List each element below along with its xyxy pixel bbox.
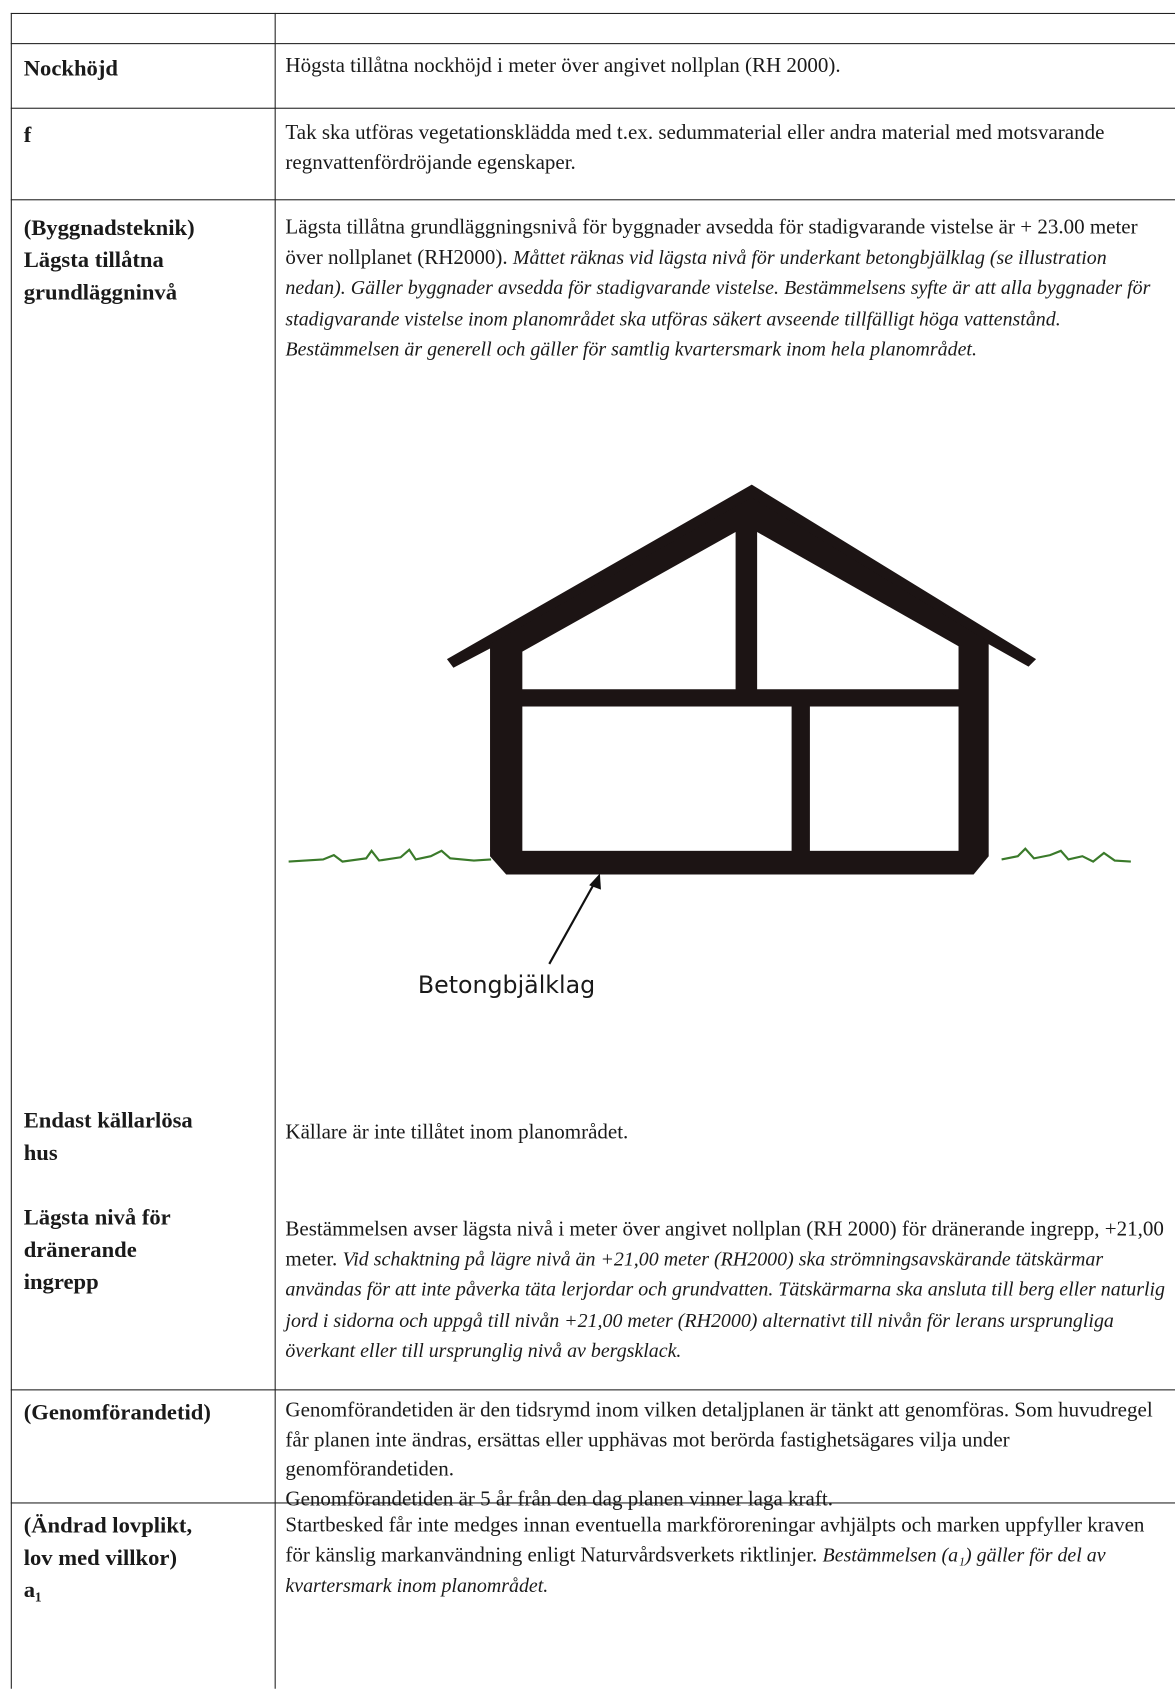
paragraph-text: Tak ska utföras vegetationsklädda med t.… (285, 121, 1105, 174)
row-divider (10, 1389, 1175, 1391)
paragraph-text: Genomförandetiden är den tidsrymd inom v… (285, 1399, 1153, 1481)
arrow-head (589, 873, 601, 890)
label-line: f (23, 121, 32, 148)
row-text: Startbesked får inte medges innan eventu… (285, 1511, 1170, 1602)
room (522, 706, 792, 851)
label-line: Nockhöjd (23, 54, 118, 81)
row-label: (Genomförandetid) (24, 1396, 272, 1428)
table-border (10, 12, 1175, 15)
label-line: (Genomförandetid) (23, 1399, 211, 1425)
italic-note: Bestämmelsen (a₁) gäller för del av kvar… (285, 1544, 1106, 1598)
label-line: (Byggnadsteknik) (23, 214, 195, 241)
grass (288, 848, 492, 863)
label-line: Endast källarlösa (23, 1107, 193, 1134)
table-border (10, 12, 12, 1689)
row-divider (10, 43, 1175, 45)
row-label: (Ändrad lovplikt, lov med villkor) a₁ (24, 1509, 272, 1606)
paragraph: Tak ska utföras vegetationsklädda med t.… (285, 118, 1170, 177)
paragraph: Lägsta tillåtna grundläggningsnivå för b… (285, 213, 1170, 365)
label-line: Lägsta tillåtna (23, 246, 164, 273)
row-label: f (24, 118, 272, 150)
row-text: Källare är inte tillåtet inom planområde… (285, 1118, 1170, 1148)
paragraph: Startbesked får inte medges innan eventu… (285, 1511, 1170, 1602)
row-text: Högsta tillåtna nockhöjd i meter över an… (285, 52, 1170, 82)
label-line: (Ändrad lovplikt, (23, 1512, 193, 1538)
room (757, 532, 959, 690)
row-divider (10, 199, 1175, 201)
label-line: grundläggninvå (23, 278, 178, 305)
row-divider (10, 1502, 1175, 1504)
paragraph-text: Startbesked får inte medges innan eventu… (285, 1514, 1145, 1567)
column-divider (274, 12, 276, 1689)
row-text: Tak ska utföras vegetationsklädda med t.… (285, 118, 1170, 177)
paragraph-text: Högsta tillåtna nockhöjd i meter över an… (285, 54, 841, 78)
label-line: hus (23, 1139, 58, 1166)
row-divider (10, 107, 1175, 109)
row-label: Nockhöjd (24, 52, 272, 84)
row-text: Bestämmelsen avser lägsta nivå i meter ö… (285, 1215, 1170, 1367)
row-label: Endast källarlösa hus (24, 1104, 272, 1169)
label-line: lov med villkor) (23, 1544, 177, 1571)
figure-label: Betongbjälklag (417, 972, 596, 1000)
paragraph-text: Genomförandetiden är 5 år från den dag p… (285, 1487, 833, 1511)
row-text: Genomförandetiden är den tidsrymd inom v… (285, 1396, 1170, 1514)
grass (1001, 847, 1131, 863)
paragraph-text: Lägsta tillåtna grundläggningsnivå för b… (285, 216, 1138, 269)
row-label: (Byggnadsteknik) Lägsta tillåtna grundlägg… (24, 211, 272, 308)
label-line: Lägsta nivå för (23, 1204, 171, 1230)
label-line: ingrepp (23, 1268, 99, 1295)
room (809, 706, 959, 851)
row-label: Lägsta nivå för dränerande ingrepp (24, 1201, 272, 1298)
label-line: dränerande (23, 1236, 137, 1263)
row-text: Lägsta tillåtna grundläggningsnivå för b… (285, 213, 1170, 365)
italic-note: Måttet räknas vid lägsta nivå för underk… (285, 247, 1151, 361)
paragraph-text: Källare är inte tillåtet inom planområde… (285, 1121, 629, 1144)
paragraph: Genomförandetiden är 5 år från den dag p… (285, 1485, 1170, 1515)
paragraph: Bestämmelsen avser lägsta nivå i meter ö… (285, 1215, 1170, 1367)
label-line: a₁ (23, 1576, 42, 1603)
paragraph-text: Bestämmelsen avser lägsta nivå i meter ö… (285, 1218, 1164, 1271)
arrow (548, 880, 597, 965)
paragraph: Källare är inte tillåtet inom planområde… (285, 1118, 1170, 1148)
room (522, 532, 736, 690)
paragraph: Genomförandetiden är den tidsrymd inom v… (285, 1396, 1170, 1485)
italic-note: Vid schaktning på lägre nivå än +21,00 m… (285, 1248, 1165, 1363)
paragraph: Högsta tillåtna nockhöjd i meter över an… (285, 52, 1170, 82)
